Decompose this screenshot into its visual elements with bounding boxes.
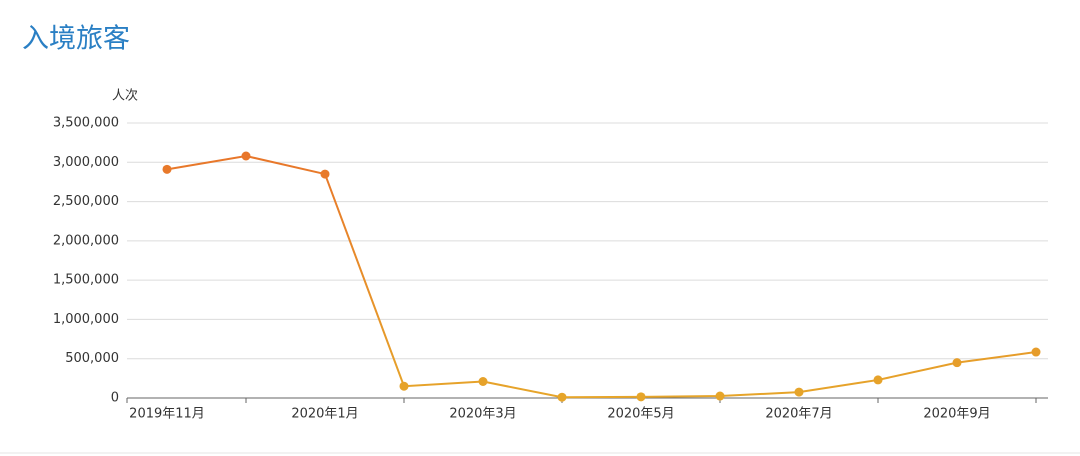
point (241, 151, 251, 161)
point (1031, 347, 1041, 357)
x-tick-label: 2019年11月 (129, 407, 205, 422)
y-tick-label: 2,500,000 (53, 194, 119, 209)
point (478, 377, 488, 386)
y-tick-label: 2,000,000 (53, 233, 119, 248)
point (794, 387, 804, 397)
point (636, 392, 646, 402)
line (166, 154, 1037, 399)
point (557, 392, 567, 402)
chart-title: 入境旅客 (22, 24, 130, 55)
point (162, 164, 172, 174)
y-tick-label: 1,500,000 (53, 273, 119, 288)
point (320, 169, 330, 179)
y-axis-label: 人次 (112, 88, 138, 104)
y-tick-label: 3,000,000 (53, 155, 119, 170)
point (952, 358, 962, 368)
y-tick-label: 1,000,000 (53, 312, 119, 327)
x-tick-label: 2020年5月 (607, 407, 674, 422)
y-tick-label: 3,500,000 (53, 116, 119, 131)
point (399, 381, 409, 391)
x-tick-label: 2020年7月 (765, 407, 832, 422)
point (715, 391, 725, 401)
x-tick-label: 2020年1月 (291, 407, 358, 422)
point (873, 375, 883, 385)
y-tick-label: 500,000 (65, 351, 119, 366)
x-tick-label: 2020年9月 (923, 407, 990, 422)
y-tick-label: 0 (111, 391, 119, 406)
x-tick-label: 2020年3月 (449, 407, 516, 422)
